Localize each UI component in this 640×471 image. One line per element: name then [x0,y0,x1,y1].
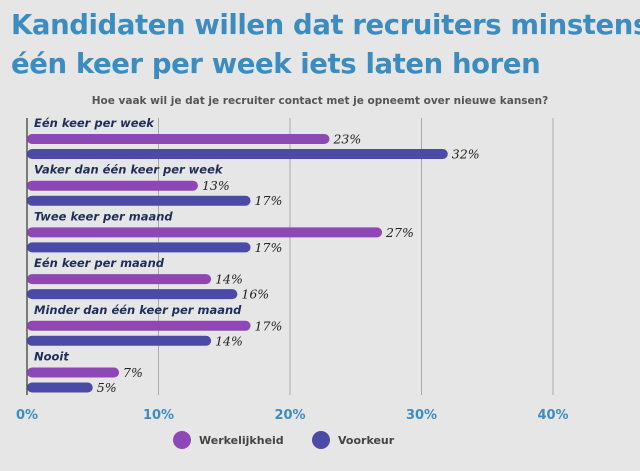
tick-label: 30% [406,408,437,423]
title-line-1: Kandidaten willen dat recruiters minsten… [11,9,640,41]
tick-label: 10% [143,408,174,423]
bar-werkelijkheid [27,180,198,191]
bar-voorkeur [27,382,93,393]
data-label: 32% [452,147,480,162]
data-label: 5% [97,380,117,395]
bar-voorkeur [27,242,251,253]
bar-voorkeur [27,335,212,346]
data-label: 17% [255,240,283,255]
data-label: 14% [215,272,243,287]
legend-label: Voorkeur [338,434,395,447]
bar-werkelijkheid [27,367,120,378]
title-line-2: één keer per week iets laten horen [11,48,541,80]
tick-label: 20% [274,408,305,423]
category-label: Twee keer per maand [34,209,173,223]
data-label: 14% [215,333,243,348]
chart-subtitle: Hoe vaak wil je dat je recruiter contact… [91,95,549,107]
data-label: 17% [255,193,283,208]
chart-title: Kandidaten willen dat recruiters minsten… [11,6,640,84]
category-label: Eén keer per week [34,116,155,130]
category-label: Vaker dan één keer per week [34,163,224,177]
data-label: 17% [255,318,283,333]
bar-voorkeur [27,149,448,159]
category-label: Eén keer per maand [34,256,165,270]
bar-werkelijkheid [27,274,212,285]
category-label: Minder dan één keer per maand [34,303,242,317]
bar-voorkeur [27,195,251,206]
legend-marker-voorkeur [312,431,330,449]
bar-werkelijkheid [27,134,330,144]
data-label: 23% [332,132,361,147]
legend-label: Werkelijkheid [199,434,284,447]
category-label: Nooit [34,350,69,364]
tick-label: 0% [16,408,38,423]
data-label: 7% [123,365,143,380]
data-label: 27% [385,225,414,240]
legend-marker-werkelijkheid [173,431,191,449]
bar-werkelijkheid [27,227,383,238]
bar-voorkeur [27,289,238,300]
data-label: 16% [241,287,269,302]
data-label: 13% [202,178,230,193]
tick-label: 40% [537,408,568,423]
bar-werkelijkheid [27,320,251,331]
